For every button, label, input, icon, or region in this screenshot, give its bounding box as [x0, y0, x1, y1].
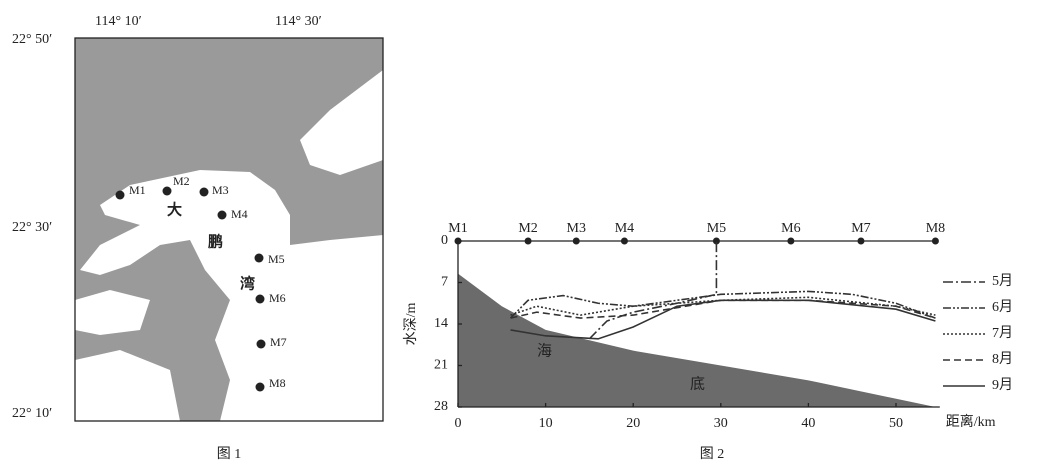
station-dot	[454, 237, 462, 245]
station-dot	[255, 382, 265, 392]
x-tick-label: 20	[626, 416, 640, 431]
station-label: M8	[926, 221, 945, 236]
map: 114° 10′ 114° 30′ 22° 50′ 22° 30′ 22° 10…	[12, 14, 384, 462]
station-dot	[162, 186, 172, 196]
station-label: M5	[707, 221, 726, 236]
x-tick-label: 0	[455, 416, 462, 431]
station-dot	[857, 237, 865, 245]
seabed	[458, 273, 936, 407]
lon-label: 114° 10′	[95, 14, 142, 29]
x-tick-label: 10	[539, 416, 553, 431]
y-tick-label: 28	[434, 399, 448, 414]
station-label: M6	[269, 291, 286, 305]
y-axis-label: 水深/m	[403, 303, 419, 346]
legend-label: 9月	[992, 377, 1013, 393]
station-dot	[572, 237, 580, 245]
station-dot	[115, 190, 125, 200]
station-dot	[256, 339, 266, 349]
x-tick-label: 40	[801, 416, 815, 431]
station-dot	[254, 253, 264, 263]
station-label: M6	[781, 221, 800, 236]
y-tick-label: 14	[434, 316, 448, 331]
station-label: M2	[518, 221, 537, 236]
bay-name: 大	[167, 200, 182, 218]
station-label: M3	[567, 221, 586, 236]
legend-label: 5月	[992, 273, 1013, 289]
station-dot	[620, 237, 628, 245]
x-tick-label: 50	[889, 416, 903, 431]
sea	[80, 170, 383, 421]
station-label: M4	[231, 207, 248, 221]
station-dot	[199, 187, 209, 197]
lon-label: 114° 30′	[275, 14, 322, 29]
stations: M1 M2 M3 M4 M5 M6 M7 M8	[115, 174, 287, 392]
station-label: M3	[212, 183, 229, 197]
x-tick-label: 30	[714, 416, 728, 431]
station-label: M1	[129, 183, 146, 197]
water	[75, 290, 150, 335]
station-dot	[931, 237, 939, 245]
seabed-label: 底	[690, 375, 705, 392]
water	[75, 350, 180, 421]
lat-label: 22° 10′	[12, 406, 52, 421]
lat-label: 22° 30′	[12, 220, 52, 235]
bay-name: 湾	[240, 274, 255, 292]
station-label: M7	[851, 221, 870, 236]
caption: 图 2	[700, 447, 725, 462]
series-line	[510, 299, 936, 319]
lat-label: 22° 50′	[12, 32, 52, 47]
chart: 海底 0 10 20 30 40 50 0 7 14 21 28 距离/km 水深/m M1 M2 M3 M4 M5…	[403, 221, 1013, 462]
water	[300, 70, 383, 175]
station-label: M2	[173, 174, 190, 188]
y-tick-label: 0	[441, 233, 448, 248]
y-tick-label: 21	[434, 358, 448, 373]
bay-name: 鹏	[208, 232, 223, 250]
station-label: M8	[269, 376, 286, 390]
y-tick-label: 7	[441, 275, 448, 290]
station-dot	[787, 237, 795, 245]
seabed-label: 海	[537, 342, 552, 359]
x-axis-label: 距离/km	[946, 413, 996, 430]
station-label: M1	[448, 221, 467, 236]
station-dot	[255, 294, 265, 304]
series-line	[510, 296, 936, 316]
station-label: M5	[268, 252, 285, 266]
station-dot	[712, 237, 720, 245]
caption: 图 1	[217, 447, 242, 462]
station-dot	[524, 237, 532, 245]
legend-label: 6月	[992, 299, 1013, 315]
series-line	[588, 241, 718, 340]
legend-label: 8月	[992, 351, 1013, 367]
station-label: M4	[615, 221, 634, 236]
series-line	[509, 290, 936, 319]
series-line	[510, 299, 936, 340]
legend-label: 7月	[992, 325, 1013, 341]
station-label: M7	[270, 335, 287, 349]
map-frame	[74, 37, 384, 422]
station-dot	[217, 210, 227, 220]
